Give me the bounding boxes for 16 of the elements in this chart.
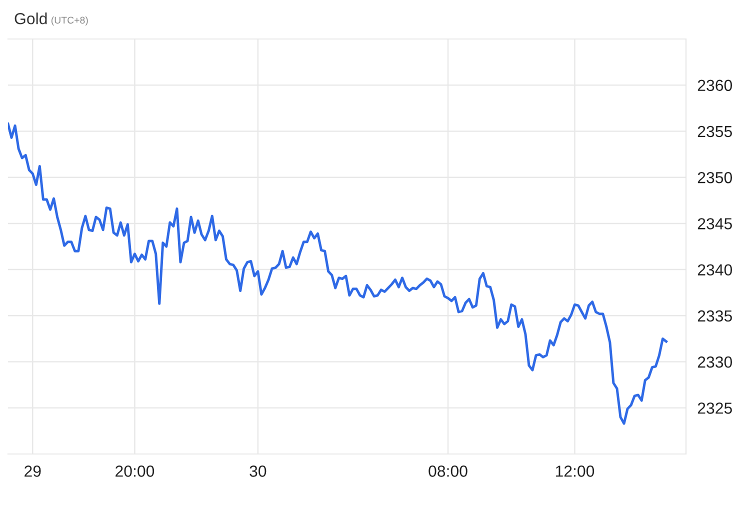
y-tick-label: 2340 [698, 264, 732, 276]
x-tick-label: 20:00 [116, 466, 154, 477]
y-tick-label: 2325 [698, 402, 732, 414]
y-tick-label: 2335 [698, 310, 732, 322]
line-series [8, 122, 668, 425]
y-tick-label: 2345 [698, 218, 732, 230]
x-tick-label: 12:00 [556, 466, 594, 477]
y-tick-label: 2330 [698, 356, 732, 368]
y-tick-label: 2350 [698, 172, 732, 184]
x-tick-label: 29 [24, 466, 41, 477]
x-tick-label: 08:00 [428, 466, 468, 477]
y-tick-label: 2360 [698, 80, 732, 92]
chart-title: Gold [14, 12, 47, 24]
x-tick-label: 30 [250, 466, 266, 477]
y-tick-label: 2355 [698, 126, 732, 138]
chart-subtitle: (UTC+8) [51, 16, 88, 26]
